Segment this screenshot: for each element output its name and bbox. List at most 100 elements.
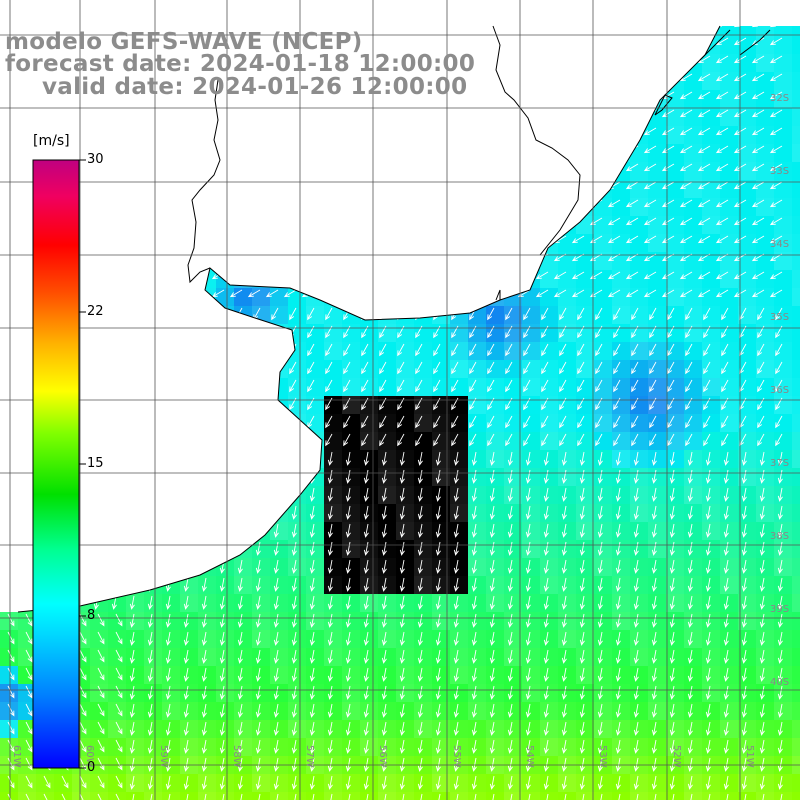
wind-arrow <box>3 541 9 556</box>
wind-cell <box>216 648 234 666</box>
wind-cell <box>576 36 594 54</box>
wind-cell <box>342 144 360 162</box>
wind-arrow <box>723 559 729 574</box>
wind-cell <box>108 720 126 738</box>
wind-cell <box>378 270 396 288</box>
wind-cell <box>216 630 234 648</box>
wind-cell <box>576 414 594 432</box>
wind-arrow <box>507 469 513 484</box>
wind-arrow <box>145 379 153 393</box>
wind-cell <box>450 162 468 180</box>
wind-arrow <box>451 379 459 393</box>
wind-arrow <box>391 181 405 190</box>
wind-cell <box>684 504 702 522</box>
wind-cell <box>540 36 558 54</box>
wind-arrow <box>25 631 33 645</box>
colorbar-unit: [m/s] <box>33 133 70 149</box>
wind-cell <box>396 432 414 450</box>
wind-cell <box>144 720 162 738</box>
wind-cell <box>144 648 162 666</box>
wind-arrow <box>669 505 675 520</box>
wind-cell <box>180 792 198 800</box>
wind-cell <box>432 576 450 594</box>
wind-arrow <box>625 37 639 46</box>
wind-arrow <box>607 37 621 46</box>
wind-arrow <box>507 649 513 664</box>
wind-cell <box>792 108 800 126</box>
wind-arrow <box>741 667 747 682</box>
wind-cell <box>324 522 342 540</box>
wind-cell <box>486 0 504 18</box>
wind-cell <box>396 648 414 666</box>
wind-arrow <box>453 487 459 502</box>
wind-arrow <box>147 451 153 466</box>
wind-cell <box>774 54 792 72</box>
wind-cell <box>378 198 396 216</box>
wind-cell <box>216 306 234 324</box>
wind-cell <box>90 378 108 396</box>
wind-arrow <box>607 73 621 82</box>
wind-cell <box>432 612 450 630</box>
wind-cell <box>234 648 252 666</box>
wind-arrow <box>453 451 459 466</box>
wind-arrow <box>679 26 693 28</box>
wind-arrow <box>507 793 513 800</box>
wind-cell <box>360 504 378 522</box>
wind-arrow <box>49 26 63 28</box>
wind-cell <box>468 108 486 126</box>
wind-arrow <box>769 145 783 154</box>
wind-arrow <box>93 541 99 556</box>
wind-arrow <box>399 721 405 736</box>
wind-cell <box>162 108 180 126</box>
wind-cell <box>756 432 774 450</box>
wind-arrow <box>597 685 603 700</box>
wind-arrow <box>201 487 207 502</box>
wind-arrow <box>649 379 657 393</box>
wind-cell <box>738 522 756 540</box>
wind-arrow <box>229 217 243 226</box>
wind-cell <box>702 0 720 18</box>
wind-cell <box>324 324 342 342</box>
wind-arrow <box>417 685 423 700</box>
wind-cell <box>774 540 792 558</box>
wind-arrow <box>361 415 369 429</box>
wind-cell <box>126 720 144 738</box>
wind-cell <box>126 504 144 522</box>
wind-cell <box>594 558 612 576</box>
wind-cell <box>558 26 576 36</box>
wind-cell <box>468 576 486 594</box>
wind-cell <box>522 720 540 738</box>
wind-arrow <box>417 793 423 800</box>
wind-arrow <box>103 163 117 172</box>
wind-cell <box>108 144 126 162</box>
wind-arrow <box>219 721 225 736</box>
wind-cell <box>594 324 612 342</box>
wind-arrow <box>291 793 297 800</box>
wind-cell <box>522 342 540 360</box>
longitude-label: 56W <box>377 745 388 768</box>
wind-cell <box>342 666 360 684</box>
wind-cell <box>486 234 504 252</box>
wind-cell <box>360 0 378 18</box>
wind-arrow <box>103 181 117 190</box>
wind-cell <box>720 720 738 738</box>
wind-arrow <box>595 361 603 375</box>
latitude-label: 34S <box>770 239 789 250</box>
wind-arrow <box>373 145 387 154</box>
wind-arrow <box>13 217 27 226</box>
wind-arrow <box>757 343 765 357</box>
wind-arrow <box>291 685 297 700</box>
wind-cell <box>648 792 666 800</box>
wind-arrow <box>669 739 675 754</box>
wind-arrow <box>127 307 135 321</box>
wind-arrow <box>669 541 675 556</box>
wind-cell <box>774 378 792 396</box>
wind-arrow <box>253 433 261 447</box>
wind-cell <box>468 468 486 486</box>
wind-cell <box>342 360 360 378</box>
wind-arrow <box>517 145 531 154</box>
wind-cell <box>504 702 522 720</box>
wind-arrow <box>93 577 99 592</box>
wind-cell <box>540 486 558 504</box>
wind-arrow <box>661 271 675 280</box>
